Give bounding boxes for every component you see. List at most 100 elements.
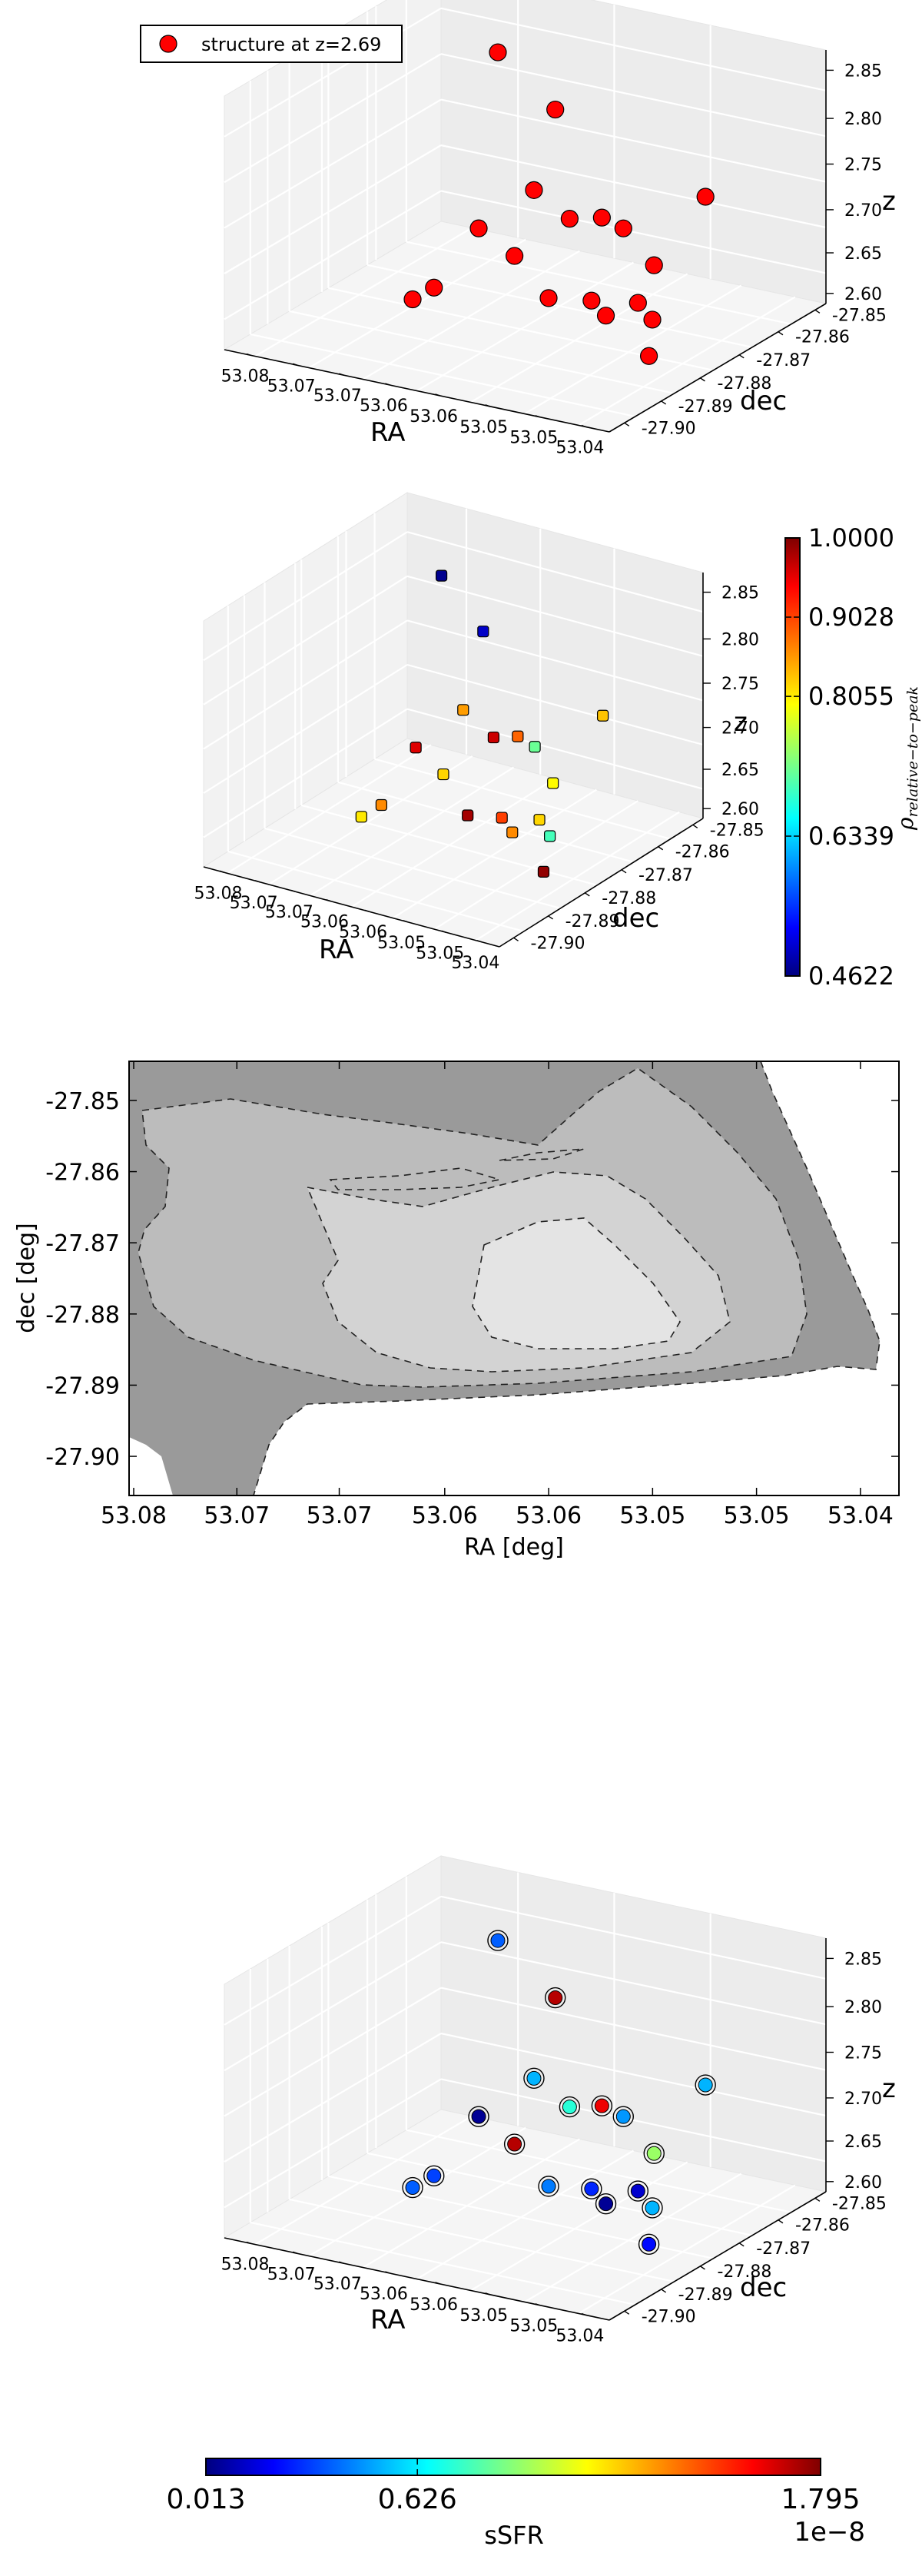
data-point-ring — [638, 2233, 660, 2255]
colorbar-gradient — [205, 2458, 821, 2476]
gridline — [440, 2032, 827, 2117]
x-tick-label: 53.07 — [267, 2265, 316, 2284]
tick-mark — [476, 940, 483, 943]
colorbar-offset: 1e−8 — [794, 2517, 865, 2548]
tick-mark — [535, 415, 541, 418]
gridline — [440, 53, 827, 138]
data-point — [435, 569, 448, 582]
tick-mark — [290, 889, 296, 892]
tick-mark — [738, 2242, 745, 2247]
data-point — [477, 626, 489, 638]
gridline — [406, 708, 704, 790]
data-point — [437, 768, 449, 781]
gridline — [440, 7, 827, 91]
x-axis-label: RA [deg] — [464, 1534, 564, 1561]
data-point-ring — [642, 2197, 663, 2219]
gridline — [203, 619, 408, 750]
z-tick-label: 2.80 — [844, 110, 882, 129]
x-tick-label: 53.08 — [101, 1502, 167, 1529]
data-point — [547, 777, 559, 789]
data-points — [403, 43, 715, 365]
x-tick-label: 53.06 — [360, 397, 408, 416]
data-point — [355, 811, 367, 823]
gridline — [224, 53, 442, 184]
data-point — [592, 208, 611, 227]
y-axis-label: dec [deg] — [13, 1223, 40, 1333]
z-tick-label: 2.85 — [721, 584, 759, 603]
tick-mark — [548, 915, 553, 920]
x-tick-label: 53.04 — [556, 2327, 604, 2346]
data-point-ring — [595, 2193, 617, 2215]
gridline — [310, 766, 515, 897]
gridline — [203, 664, 408, 794]
tick-mark — [581, 2312, 587, 2316]
colorbar-gradient — [784, 537, 801, 977]
data-point-ring — [591, 2095, 613, 2116]
gridline — [406, 663, 704, 746]
tick-mark — [814, 309, 821, 314]
data-point-ring — [612, 2106, 634, 2127]
tick-mark — [254, 880, 260, 883]
data-point-ring — [559, 2096, 581, 2118]
tick-mark — [581, 424, 587, 428]
gridline — [224, 2078, 442, 2209]
data-point — [643, 310, 662, 329]
tick-mark — [246, 2241, 252, 2245]
x-tick-label: 53.07 — [313, 2275, 362, 2294]
contour-level-core — [473, 1218, 680, 1349]
data-point — [596, 307, 615, 325]
gridline — [224, 1987, 442, 2117]
tick-mark — [219, 870, 225, 873]
gridline — [366, 2152, 753, 2236]
data-point — [525, 181, 543, 199]
data-point — [506, 826, 519, 838]
x-tick-label: 53.05 — [459, 2306, 508, 2325]
y-tick-label: -27.90 — [531, 934, 585, 953]
x-tick-label: 53.07 — [230, 894, 278, 913]
tick-mark — [700, 377, 705, 382]
axis-line — [499, 818, 704, 948]
colorbar-tick-label: 0.8055 — [808, 682, 894, 711]
y-tick-label: -27.86 — [795, 328, 850, 347]
gridline — [440, 1987, 827, 2071]
tick-mark — [292, 2251, 298, 2254]
y-tick-label: -27.88 — [45, 1302, 120, 1329]
colorbar-tick-label: 1.0000 — [808, 523, 894, 553]
z-tick-label: 2.60 — [721, 800, 759, 819]
y-tick-label: -27.88 — [717, 374, 771, 393]
z-tick-label: 2.70 — [721, 719, 759, 739]
data-point — [512, 730, 524, 742]
data-point — [645, 2200, 660, 2216]
z-tick-label: 2.85 — [844, 61, 882, 81]
gridline — [224, 144, 442, 274]
y-tick-label: -27.90 — [45, 1444, 120, 1471]
data-point-ring — [487, 1930, 509, 1951]
z-axis-label: z — [882, 186, 896, 217]
x-axis-label: RA — [370, 417, 406, 448]
data-point — [425, 278, 443, 297]
y-tick-label: -27.87 — [756, 2239, 811, 2259]
gridline — [362, 2138, 580, 2269]
gridline — [224, 2033, 442, 2163]
data-point — [594, 2098, 609, 2113]
axis-labels: RA dec z — [370, 186, 896, 448]
data-point — [506, 247, 524, 265]
data-point — [541, 2179, 556, 2194]
data-point — [462, 809, 474, 822]
tick-mark — [621, 869, 627, 874]
y-tick-label: -27.89 — [678, 2286, 733, 2305]
contour-panel: 53.08 53.07 53.07 53.06 53.06 53.05 53.05 53.04… — [13, 1061, 900, 1561]
gridline — [264, 827, 561, 909]
gridline — [406, 575, 704, 657]
tick-mark — [292, 363, 298, 366]
y-tick-label: -27.89 — [678, 397, 733, 417]
data-point-ring — [643, 2143, 665, 2164]
tick-mark — [441, 930, 446, 933]
data-point — [615, 2109, 631, 2124]
data-point — [539, 289, 558, 307]
axis-labels: RA dec z — [370, 2073, 896, 2335]
y-tick-label: -27.85 — [832, 2194, 887, 2213]
y-tick-label: -27.85 — [710, 821, 764, 840]
data-point — [487, 731, 499, 744]
x-axis-label: RA — [319, 934, 354, 965]
